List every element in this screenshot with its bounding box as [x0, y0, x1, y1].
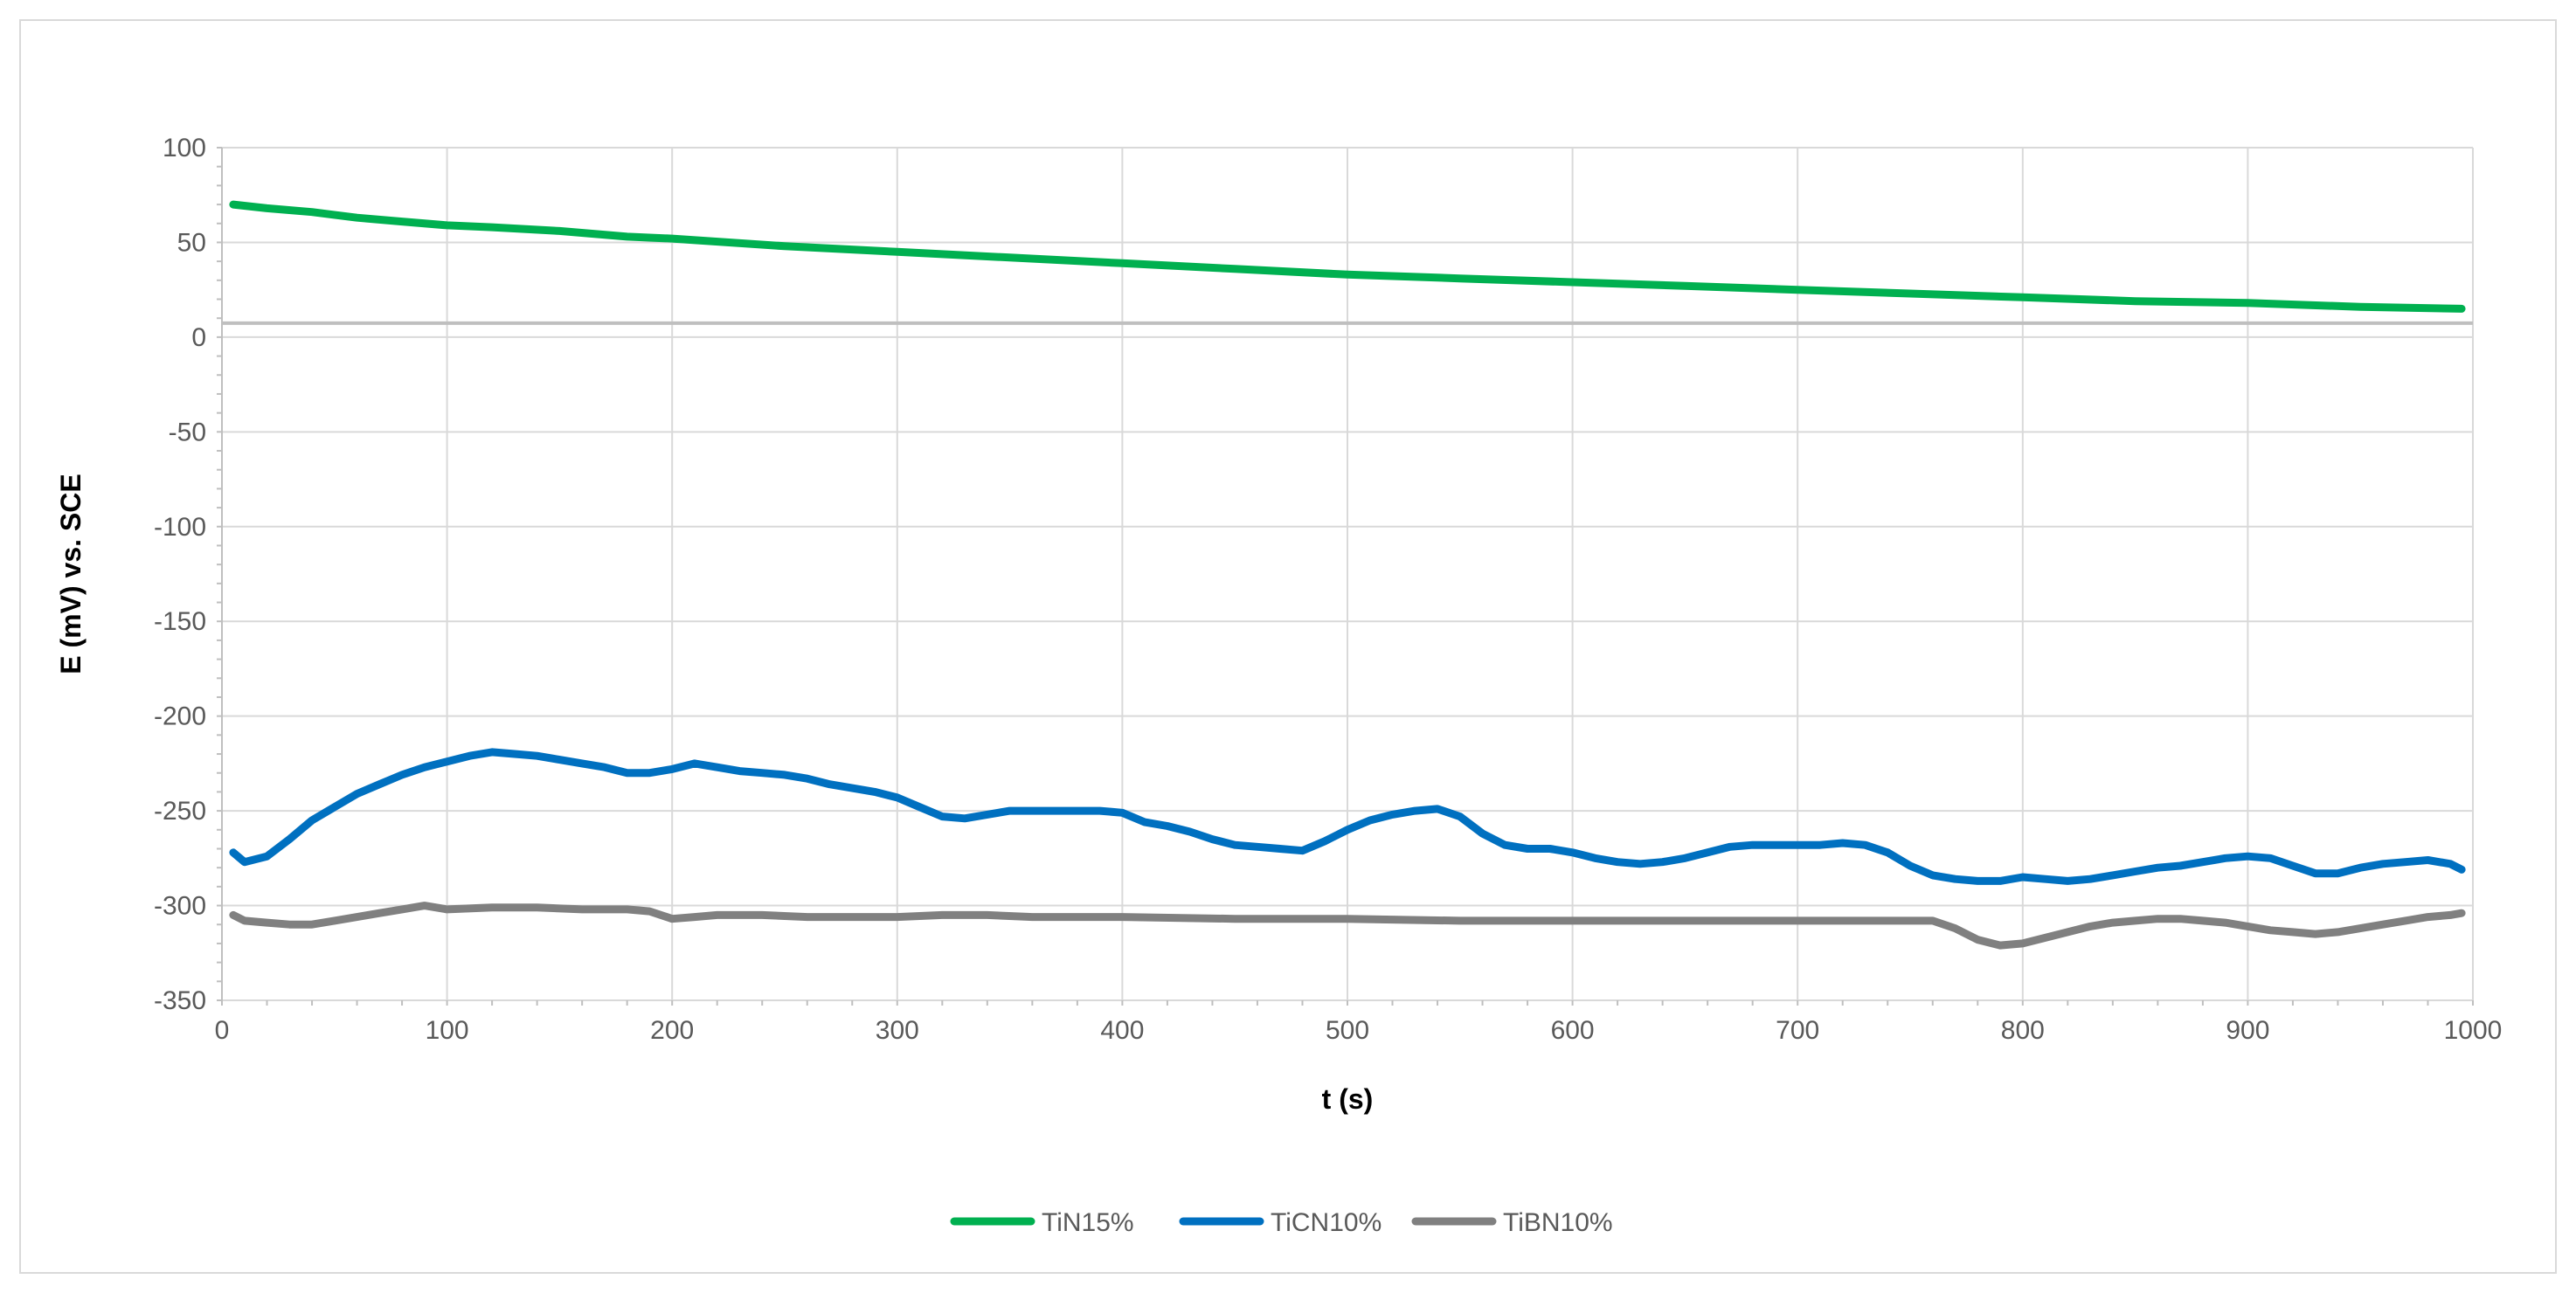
data-series — [229, 200, 2466, 950]
legend-label: TiN15% — [1042, 1208, 1134, 1237]
x-tick-label: 700 — [1776, 1016, 1819, 1045]
y-tick-label: -200 — [154, 702, 206, 731]
y-tick-label: -150 — [154, 607, 206, 636]
y-tick-label: 50 — [177, 228, 206, 257]
x-tick-label: 100 — [426, 1016, 469, 1045]
y-tick-label: -100 — [154, 513, 206, 542]
grid-lines — [217, 147, 2474, 1006]
y-axis-title: E (mV) vs. SCE — [55, 474, 87, 674]
series-line-tibn10- — [229, 902, 2466, 950]
x-tick-label: 900 — [2226, 1016, 2269, 1045]
x-tick-label: 600 — [1551, 1016, 1595, 1045]
legend-label: TiBN10% — [1503, 1208, 1613, 1237]
y-tick-label: 100 — [163, 134, 206, 162]
x-tick-label: 400 — [1100, 1016, 1144, 1045]
x-tick-label: 0 — [215, 1016, 230, 1045]
x-tick-label: 300 — [876, 1016, 919, 1045]
y-tick-label: -250 — [154, 797, 206, 826]
y-tick-label: -300 — [154, 892, 206, 921]
x-tick-label: 500 — [1326, 1016, 1369, 1045]
x-tick-label: 200 — [650, 1016, 694, 1045]
legend: TiN15% TiCN10% TiBN10% — [950, 1208, 1613, 1237]
series-line-tin15- — [229, 200, 2466, 313]
chart-frame: 100 50 0 -50 -100 -150 -200 -250 -300 -350 0 100 200… — [19, 19, 2557, 1274]
x-tick-label: 1000 — [2444, 1016, 2503, 1045]
x-tick-label: 800 — [2001, 1016, 2045, 1045]
x-axis-title: t (s) — [1322, 1083, 1374, 1115]
series-line-ticn10- — [229, 748, 2466, 885]
y-tick-label: -50 — [169, 418, 206, 446]
y-tick-label: 0 — [191, 323, 206, 352]
y-tick-label: -350 — [154, 986, 206, 1015]
legend-label: TiCN10% — [1271, 1208, 1381, 1237]
